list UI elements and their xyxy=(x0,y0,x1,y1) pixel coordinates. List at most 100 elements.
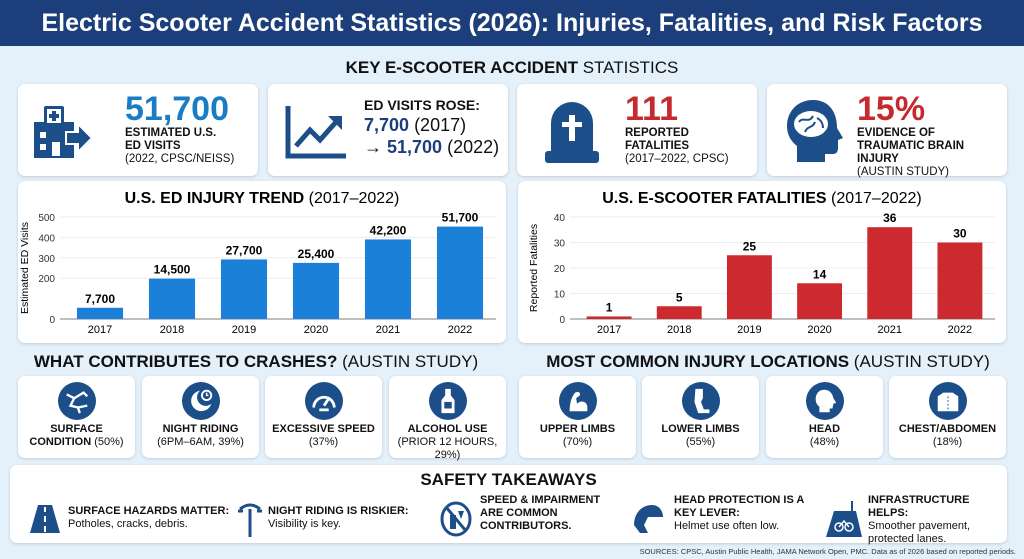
brain-head-icon xyxy=(787,100,843,162)
stat-value: 111 xyxy=(625,90,678,128)
stat-card-fatalities: 111 REPORTED FATALITIES (2017–2022, CPSC… xyxy=(517,84,757,176)
bar-data-label: 1 xyxy=(606,300,613,314)
to-year: (2022) xyxy=(447,137,500,157)
y-tick-label: 500 xyxy=(38,213,55,224)
from-year: (2017) xyxy=(414,115,467,135)
bar-data-label: 42,200 xyxy=(370,223,407,237)
injuries-heading: MOST COMMON INJURY LOCATIONS (AUSTIN STU… xyxy=(512,352,1024,372)
takeaway-text: Smoother pavement, protected lanes. xyxy=(868,520,971,545)
bar xyxy=(656,306,702,319)
arrow-icon: → xyxy=(364,137,382,157)
head-icon xyxy=(805,382,844,420)
bar xyxy=(867,227,913,319)
y-axis-label: Reported Fatalities xyxy=(528,224,540,312)
stat-label: EVIDENCE OF TRAUMATIC BRAIN INJURY xyxy=(857,127,965,165)
crash-sub: (6PM–6AM, 39%) xyxy=(157,436,244,448)
crash-factor-card: SURFACE CONDITION (50%) xyxy=(18,376,135,458)
sources-footnote: SOURCES: CPSC, Austin Public Health, JAM… xyxy=(639,547,1016,556)
injury-label: CHEST/ABDOMEN xyxy=(898,423,997,435)
bar-data-label: 14,500 xyxy=(154,263,191,277)
y-tick-label: 200 xyxy=(38,274,55,285)
no-alcohol-icon xyxy=(440,501,472,537)
safety-heading: SAFETY TAKEAWAYS xyxy=(420,470,597,489)
y-tick-label: 0 xyxy=(559,315,565,326)
x-tick-label: 2022 xyxy=(448,324,472,336)
crash-factor-card: ALCOHOL USE (PRIOR 12 HOURS, 29%) xyxy=(389,376,506,461)
injury-sub: (48%) xyxy=(809,436,840,448)
crash-factor-card: EXCESSIVE SPEED (37%) xyxy=(265,376,382,458)
tombstone-icon xyxy=(545,102,599,163)
x-tick-label: 2018 xyxy=(667,324,691,336)
bar-data-label: 27,700 xyxy=(226,243,263,257)
crash-label-2: CONDITION xyxy=(29,436,92,448)
to-value: 51,700 xyxy=(387,137,443,157)
title-bar: Electric Scooter Accident Statistics (20… xyxy=(0,0,1024,46)
x-tick-label: 2018 xyxy=(160,324,184,336)
key-heading-normal: STATISTICS xyxy=(582,58,679,77)
crash-factor-card: NIGHT RIDING (6PM–6AM, 39%) xyxy=(142,376,259,458)
injury-label: LOWER LIMBS xyxy=(661,423,740,435)
x-tick-label: 2020 xyxy=(304,324,328,336)
bar xyxy=(220,259,268,319)
moon-clock-icon xyxy=(181,382,220,420)
y-tick-label: 300 xyxy=(38,254,55,265)
bar xyxy=(76,307,124,319)
takeaway-title: SURFACE HAZARDS MATTER: xyxy=(68,505,230,517)
takeaway-text: Helmet use often low. xyxy=(674,520,780,532)
injuries-heading-suffix: (AUSTIN STUDY) xyxy=(853,352,990,371)
chart-title: U.S. ED INJURY TREND (2017–2022) xyxy=(125,190,400,207)
bar-data-label: 7,700 xyxy=(85,292,115,306)
takeaway-title: NIGHT RIDING IS RISKIER: xyxy=(268,505,409,517)
injury-location-card: CHEST/ABDOMEN (18%) xyxy=(889,376,1006,458)
x-tick-label: 2017 xyxy=(597,324,621,336)
trend-up-icon xyxy=(285,106,346,159)
y-tick-label: 40 xyxy=(554,213,566,224)
injury-sub: (70%) xyxy=(562,436,593,448)
stat-label: ESTIMATED U.S. ED VISITS xyxy=(125,127,217,152)
bar-data-label: 25,400 xyxy=(298,247,335,261)
bike-lane-icon xyxy=(826,501,862,537)
stat-value: 51,700 xyxy=(125,90,229,128)
y-tick-label: 20 xyxy=(554,264,566,275)
y-tick-label: 400 xyxy=(38,233,55,244)
x-tick-label: 2021 xyxy=(878,324,902,336)
x-tick-label: 2021 xyxy=(376,324,400,336)
stat-value: 15% xyxy=(857,90,926,128)
stat-sub: (2022, CPSC/NEISS) xyxy=(125,153,235,165)
crash-sub: (PRIOR 12 HOURS, 29%) xyxy=(397,436,498,461)
crash-label: NIGHT RIDING xyxy=(162,423,239,435)
crashes-heading-bold: WHAT CONTRIBUTES TO CRASHES? xyxy=(33,352,338,371)
injury-label: UPPER LIMBS xyxy=(539,423,616,435)
bar-data-label: 5 xyxy=(676,290,683,304)
stat-sub: (AUSTIN STUDY) xyxy=(857,166,949,178)
crash-sub: (50%) xyxy=(94,436,124,448)
crash-label: ALCOHOL USE xyxy=(407,423,488,435)
bar xyxy=(586,316,632,319)
bar xyxy=(364,239,412,319)
x-tick-label: 2022 xyxy=(948,324,972,336)
arm-icon xyxy=(558,382,597,420)
crashes-heading-suffix: (AUSTIN STUDY) xyxy=(342,352,479,371)
speedometer-icon xyxy=(304,382,343,420)
bar xyxy=(797,283,843,319)
takeaway-text: Visibility is key. xyxy=(268,518,341,530)
y-tick-label: 10 xyxy=(554,290,566,301)
bar-data-label: 30 xyxy=(953,227,967,241)
hospital-icon xyxy=(34,106,94,158)
crash-sub: (37%) xyxy=(308,436,339,448)
bar xyxy=(937,242,983,319)
chart-title: U.S. E-SCOOTER FATALITIES (2017–2022) xyxy=(602,190,922,207)
injuries-heading-bold: MOST COMMON INJURY LOCATIONS xyxy=(546,352,850,371)
crash-label: SURFACE xyxy=(50,423,103,435)
bar xyxy=(292,262,340,319)
y-tick-label: 30 xyxy=(554,239,566,250)
bar xyxy=(148,278,196,319)
cracked-surface-icon xyxy=(57,382,96,420)
injury-location-card: UPPER LIMBS (70%) xyxy=(519,376,636,458)
torso-icon xyxy=(928,382,967,420)
takeaway-title: HEAD PROTECTION IS A KEY LEVER: xyxy=(674,494,804,519)
bar-data-label: 36 xyxy=(883,211,897,225)
y-tick-label: 0 xyxy=(49,315,55,326)
y-axis-label: Estimated ED Visits xyxy=(19,222,31,314)
helmet-icon xyxy=(634,505,663,533)
